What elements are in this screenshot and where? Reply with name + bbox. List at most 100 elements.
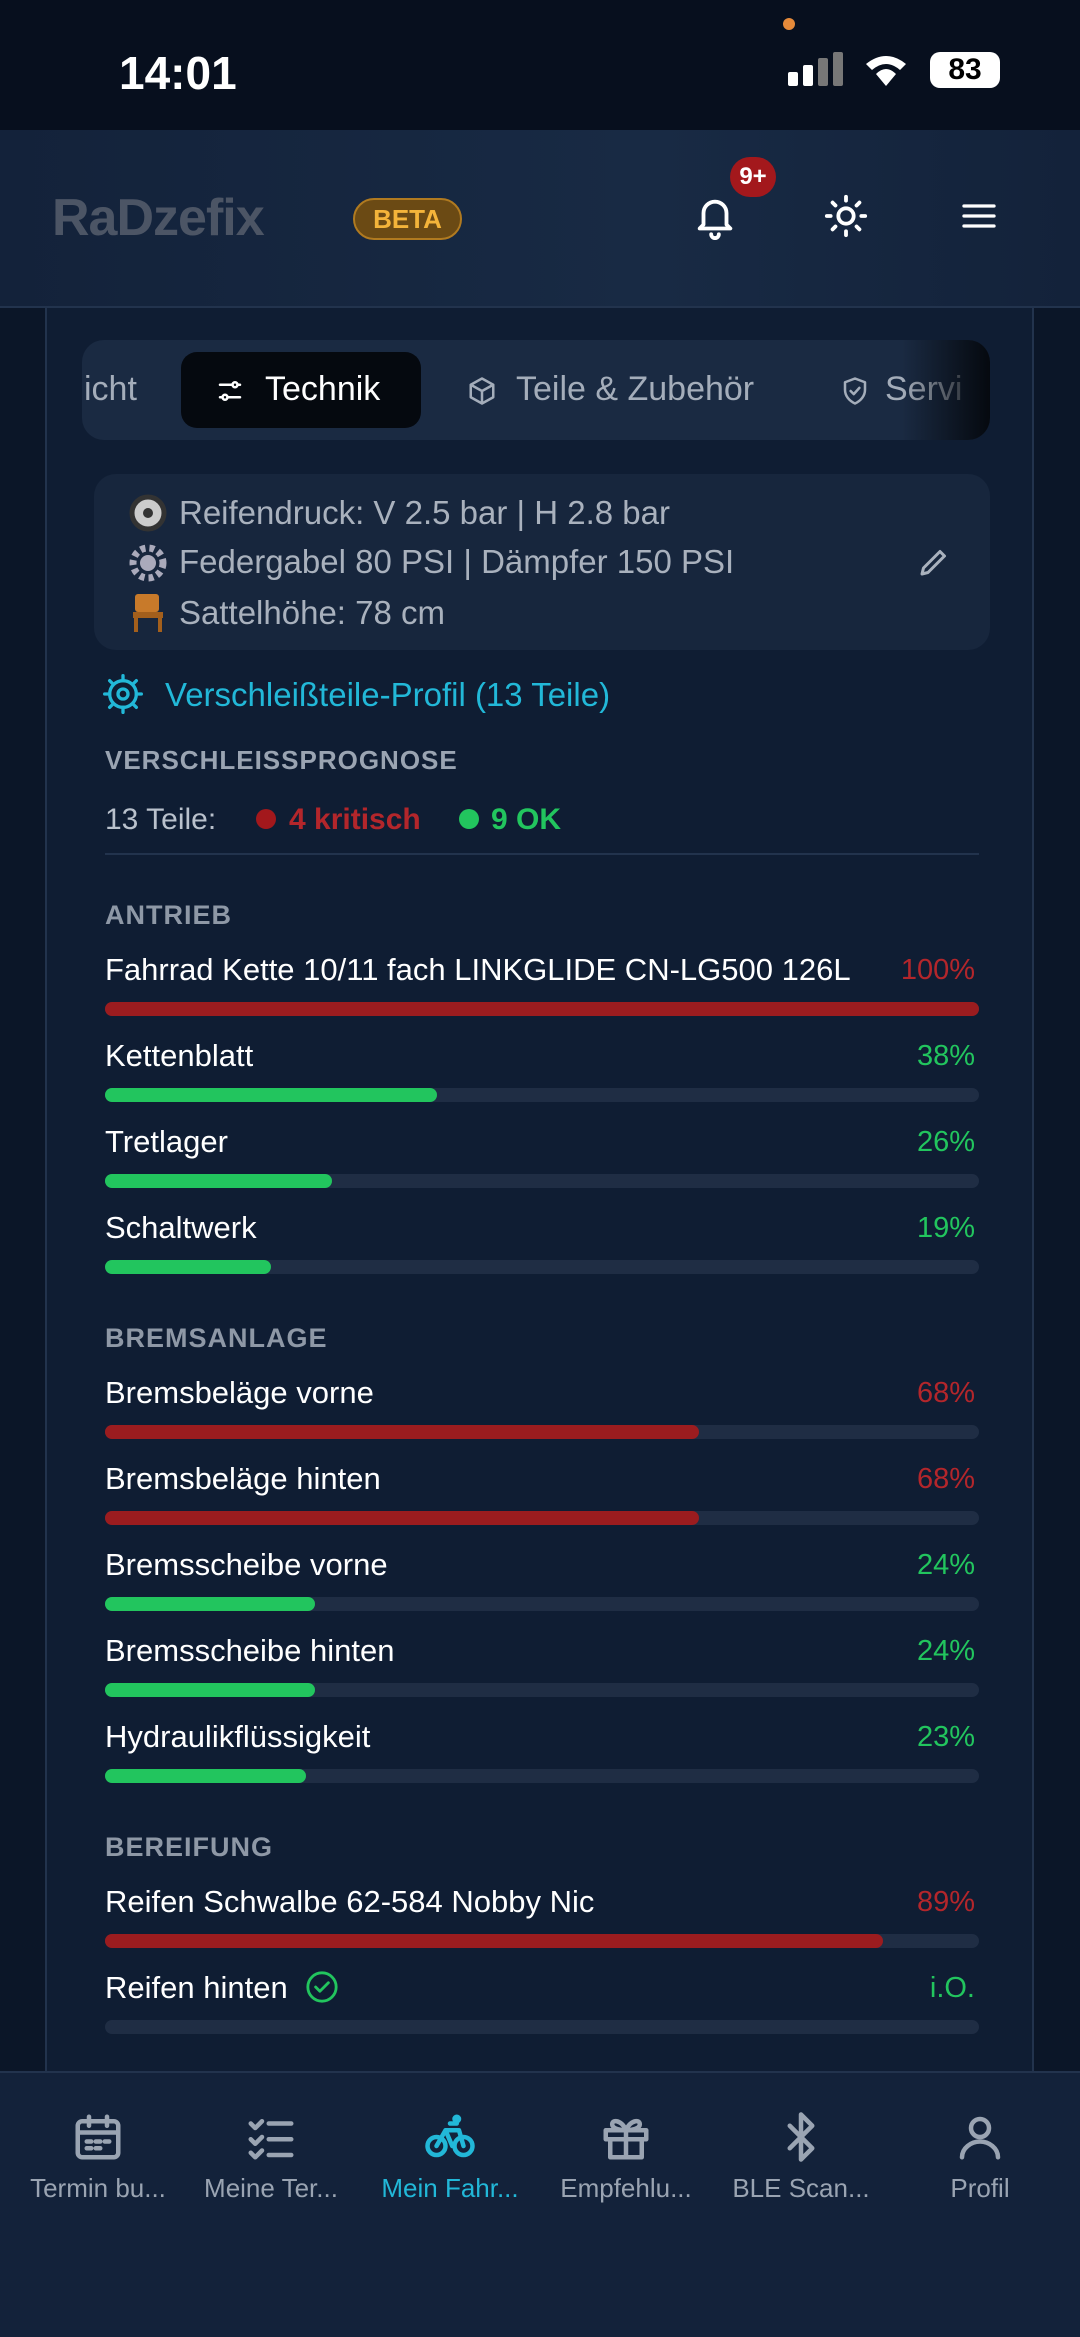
section-title: BREMSANLAGE [105, 1323, 328, 1353]
nav-label[interactable]: Empfehlu... [560, 2173, 692, 2203]
progress-bar [105, 1260, 272, 1274]
nav-label[interactable]: Termin bu... [30, 2173, 166, 2203]
beta-badge: BETA [353, 198, 462, 240]
setup-line: Reifendruck: V 2.5 bar | H 2.8 bar [179, 494, 670, 531]
nav-icon[interactable] [953, 2110, 1007, 2164]
signal [788, 52, 843, 86]
ok-count: 9 OK [491, 803, 562, 836]
header: RaDzefix BETA 9+ [0, 130, 1080, 308]
nav-icon[interactable] [774, 2110, 828, 2164]
dot [783, 18, 795, 30]
critical-count: 4 kritisch [289, 803, 421, 836]
tab-icon [469, 377, 495, 405]
nav-label[interactable]: Profil [950, 2173, 1010, 2203]
count-label: 13 Teile: [105, 803, 217, 836]
part-value: 23% [916, 1721, 975, 1753]
divider [105, 853, 979, 855]
progress-track [105, 1002, 979, 1016]
setup-line: Sattelhöhe: 78 cm [179, 594, 445, 631]
progress-bar [105, 1002, 979, 1016]
tab[interactable]: icht [84, 370, 137, 408]
part-name: Fahrrad Kette 10/11 fach LINKGLIDE CN-LG… [105, 952, 851, 987]
section-title: ANTRIEB [105, 900, 232, 930]
battery: 83 [930, 52, 1000, 88]
progress-track [105, 1260, 979, 1274]
content-panel: icht Technik Teile & Zubehör Servi Reife… [45, 308, 1034, 2071]
theme-toggle[interactable] [823, 193, 869, 239]
progress-track [105, 1597, 979, 1611]
bell[interactable] [692, 192, 738, 242]
forecast-label: VERSCHLEISSPROGNOSE [105, 745, 458, 775]
part-name: Reifen hinten [105, 1970, 288, 2005]
progress-bar [105, 1511, 700, 1525]
nav-label[interactable]: BLE Scan... [732, 2173, 870, 2203]
tab-icon [843, 377, 867, 405]
progress-bar [105, 1597, 315, 1611]
status-bar: 14:01 83 [0, 0, 1080, 130]
logo: RaDzefix [52, 189, 265, 247]
progress-track [105, 1683, 979, 1697]
part-name: Kettenblatt [105, 1038, 254, 1073]
part-value: 68% [916, 1377, 975, 1409]
part-value: 24% [916, 1635, 975, 1667]
part-value: 100% [900, 954, 975, 986]
part-value: 68% [916, 1463, 975, 1495]
progress-bar [105, 1174, 333, 1188]
icon [133, 594, 163, 632]
part-name: Bremsscheibe hinten [105, 1633, 395, 1668]
progress-bar [105, 1934, 883, 1948]
ok-dot [459, 809, 479, 829]
tab-active[interactable] [181, 352, 421, 428]
progress-track [105, 2020, 979, 2034]
menu[interactable] [958, 196, 1000, 236]
icon [129, 544, 167, 582]
tab-icon [218, 381, 242, 401]
part-name: Bremsbeläge vorne [105, 1375, 374, 1410]
bottom-nav: Termin bu... Meine Ter... Mein Fahr... Empf… [0, 2071, 1080, 2337]
part-name: Schaltwerk [105, 1210, 257, 1245]
part-name: Bremsscheibe vorne [105, 1547, 388, 1582]
part-value: 19% [916, 1212, 975, 1244]
progress-track [105, 1425, 979, 1439]
part-name: Reifen Schwalbe 62-584 Nobby Nic [105, 1884, 595, 1919]
critical-dot [256, 809, 276, 829]
part-value: 38% [916, 1040, 975, 1072]
check-icon [306, 1971, 338, 2003]
fade [902, 340, 990, 440]
setup-line: Federgabel 80 PSI | Dämpfer 150 PSI [179, 543, 735, 580]
nav-label[interactable]: Mein Fahr... [381, 2173, 519, 2203]
part-value: i.O. [929, 1972, 975, 2004]
icon [129, 494, 167, 532]
wear-title[interactable]: Verschleißteile-Profil (13 Teile) [165, 676, 611, 713]
tab[interactable]: Technik [265, 370, 381, 408]
nav-label[interactable]: Meine Ter... [204, 2173, 338, 2203]
tab[interactable]: Teile & Zubehör [516, 370, 755, 408]
section-title: BEREIFUNG [105, 1832, 274, 1862]
progress-bar [105, 1088, 438, 1102]
progress-track [105, 1174, 979, 1188]
nav-icon[interactable] [71, 2110, 125, 2164]
edit[interactable] [916, 544, 952, 580]
progress-bar [105, 1425, 700, 1439]
part-name: Tretlager [105, 1124, 228, 1159]
nav-icon[interactable] [599, 2110, 653, 2164]
progress-track [105, 1511, 979, 1525]
progress-bar [105, 1769, 307, 1783]
wifi [866, 56, 906, 86]
tab-bar: icht Technik Teile & Zubehör Servi [82, 340, 990, 440]
part-value: 26% [916, 1126, 975, 1158]
gear-icon [103, 674, 143, 714]
progress-track [105, 1088, 979, 1102]
progress-track [105, 1934, 979, 1948]
setup-card: Reifendruck: V 2.5 bar | H 2.8 bar Feder… [94, 474, 990, 650]
part-value: 89% [916, 1886, 975, 1918]
nav-icon[interactable] [244, 2110, 298, 2164]
nav-icon[interactable] [423, 2110, 477, 2164]
progress-track [105, 1769, 979, 1783]
part-value: 24% [916, 1549, 975, 1581]
part-name: Bremsbeläge hinten [105, 1461, 381, 1496]
progress-bar [105, 1683, 315, 1697]
notification-badge: 9+ [730, 157, 776, 197]
clock: 14:01 [119, 47, 237, 99]
